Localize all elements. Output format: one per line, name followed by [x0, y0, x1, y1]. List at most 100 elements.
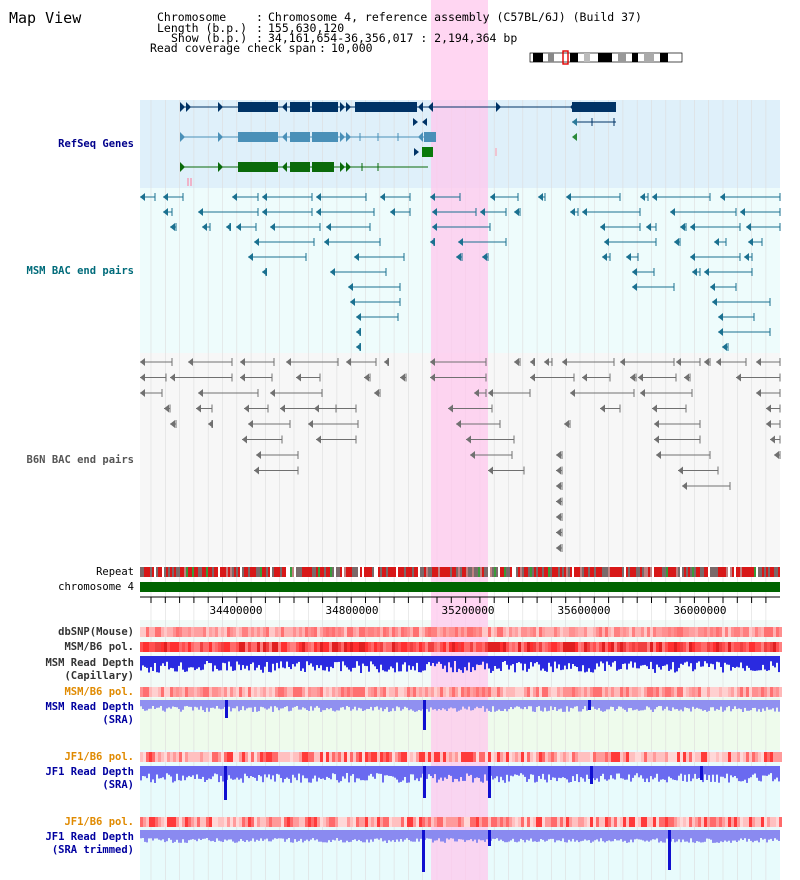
polymorphism-heat-cell: [221, 752, 224, 762]
track-label-dbsnp[interactable]: dbSNP(Mouse): [58, 626, 134, 638]
read-depth-bar: [710, 830, 712, 840]
read-depth-bar: [704, 656, 706, 662]
read-depth-bar: [746, 830, 748, 842]
polymorphism-heat-cell: [344, 687, 347, 697]
read-depth-bar: [178, 766, 180, 781]
read-depth-bar: [634, 700, 636, 710]
read-depth-bar: [296, 830, 298, 842]
track-label-jf1-read-depth-sra[interactable]: JF1 Read Depth (SRA): [45, 766, 134, 791]
polymorphism-heat-cell: [299, 687, 302, 697]
feature-arrow-left: [430, 373, 435, 382]
repeat-mark: [538, 567, 540, 577]
read-depth-bar: [412, 656, 414, 667]
polymorphism-heat-cell: [296, 752, 299, 762]
polymorphism-heat-cell: [635, 642, 638, 652]
polymorphism-heat-cell: [299, 642, 302, 652]
repeat-mark: [566, 567, 568, 577]
repeat-mark: [726, 567, 728, 577]
polymorphism-heat-cell: [527, 627, 530, 637]
polymorphism-heat-cell: [647, 627, 650, 637]
polymorphism-heat-cell: [407, 687, 410, 697]
read-depth-bar: [330, 700, 332, 709]
polymorphism-heat-cell: [326, 627, 329, 637]
read-depth-bar: [344, 656, 346, 666]
polymorphism-heat-cell: [239, 642, 242, 652]
polymorphism-heat-cell: [185, 627, 188, 637]
feature-arrow-left: [354, 253, 359, 261]
read-depth-bar: [668, 656, 670, 671]
read-depth-bar: [462, 700, 464, 707]
track-label-b6n-bac[interactable]: B6N BAC end pairs: [26, 454, 134, 466]
polymorphism-heat-cell: [296, 687, 299, 697]
polymorphism-heat-cell: [290, 817, 293, 827]
polymorphism-heat-cell: [200, 817, 203, 827]
gene-exon: [238, 132, 278, 142]
repeat-mark: [458, 567, 460, 577]
read-depth-bar: [686, 830, 688, 842]
repeat-mark: [602, 567, 604, 577]
polymorphism-heat-cell: [713, 627, 716, 637]
read-depth-bar: [706, 656, 708, 664]
read-depth-bar: [672, 700, 674, 708]
track-label-jf1-b6-pol-1[interactable]: JF1/B6 pol.: [64, 751, 134, 763]
polymorphism-heat-cell: [746, 817, 749, 827]
read-depth-bar: [346, 830, 348, 841]
read-depth-bar: [380, 700, 382, 708]
polymorphism-heat-cell: [497, 752, 500, 762]
read-depth-bar: [650, 656, 652, 662]
read-depth-bar: [738, 700, 740, 709]
read-depth-bar: [206, 766, 208, 780]
polymorphism-heat-cell: [371, 627, 374, 637]
repeat-mark: [152, 567, 154, 577]
read-depth-bar: [606, 656, 608, 662]
read-depth-bar: [402, 830, 404, 842]
polymorphism-heat-cell: [449, 627, 452, 637]
polymorphism-heat-cell: [683, 642, 686, 652]
track-label-msm-bac[interactable]: MSM BAC end pairs: [26, 265, 134, 277]
repeat-mark: [708, 567, 710, 577]
polymorphism-heat-cell: [626, 817, 629, 827]
read-depth-bar: [140, 700, 142, 707]
repeat-mark: [506, 567, 508, 577]
read-depth-bar: [722, 700, 724, 712]
read-depth-bar: [144, 656, 146, 667]
read-depth-bar: [146, 766, 148, 779]
polymorphism-heat-cell: [572, 687, 575, 697]
track-label-refseq-genes[interactable]: RefSeq Genes: [58, 138, 134, 150]
track-label-msm-read-depth-sra[interactable]: MSM Read Depth (SRA): [45, 701, 134, 726]
polymorphism-heat-cell: [554, 752, 557, 762]
read-depth-bar: [752, 830, 754, 843]
read-depth-bar: [656, 766, 658, 774]
track-label-chromosome[interactable]: chromosome 4: [58, 581, 134, 593]
polymorphism-heat-cell: [410, 627, 413, 637]
ideogram-band: [570, 53, 578, 62]
track-label-jf1-read-depth-trimmed[interactable]: JF1 Read Depth (SRA trimmed): [45, 831, 134, 856]
read-depth-bar: [698, 700, 700, 709]
feature-arrow-left: [652, 193, 657, 201]
polymorphism-heat-cell: [626, 687, 629, 697]
polymorphism-heat-cell: [677, 627, 680, 637]
polymorphism-heat-cell: [674, 752, 677, 762]
read-depth-bar: [478, 656, 480, 665]
track-label-msm-read-depth-capillary[interactable]: MSM Read Depth (Capillary): [45, 657, 134, 682]
track-label-repeat[interactable]: Repeat: [96, 566, 134, 578]
read-depth-bar: [230, 766, 232, 779]
read-depth-bar: [162, 700, 164, 711]
polymorphism-heat-cell: [485, 752, 488, 762]
read-depth-bar: [340, 766, 342, 782]
read-depth-bar: [394, 656, 396, 673]
polymorphism-heat-cell: [221, 817, 224, 827]
read-depth-bar: [654, 700, 656, 710]
polymorphism-heat-cell: [761, 752, 764, 762]
track-label-jf1-b6-pol-2[interactable]: JF1/B6 pol.: [64, 816, 134, 828]
gene-exon: [424, 132, 436, 142]
feature-arrow-left: [282, 162, 287, 172]
read-depth-bar: [280, 830, 282, 839]
track-label-msm-b6-pol-1[interactable]: MSM/B6 pol.: [64, 641, 134, 653]
read-depth-bar: [236, 766, 238, 778]
read-depth-bar: [258, 656, 260, 666]
polymorphism-heat-cell: [431, 687, 434, 697]
polymorphism-heat-cell: [416, 752, 419, 762]
track-label-msm-b6-pol-2[interactable]: MSM/B6 pol.: [64, 686, 134, 698]
